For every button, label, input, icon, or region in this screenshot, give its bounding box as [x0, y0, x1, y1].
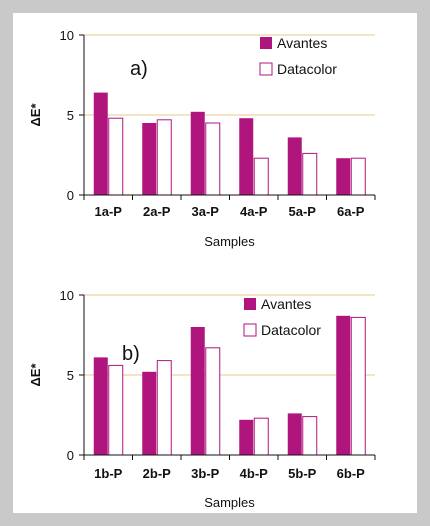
bar-datacolor-4a-P	[253, 157, 269, 196]
bar-datacolor-2a-P	[156, 119, 172, 196]
x-tick-label: 4b-P	[240, 466, 269, 481]
y-tick-label: 5	[67, 108, 74, 123]
bar-avantes-3b-P	[190, 327, 205, 455]
chart-panel-2	[79, 294, 376, 460]
bar-avantes-2a-P	[142, 123, 157, 195]
bar-datacolor-1a-P	[108, 117, 124, 196]
x-tick-label: 3b-P	[191, 466, 220, 481]
bar-avantes-6b-P	[336, 315, 351, 455]
x-axis-title: Samples	[204, 495, 255, 510]
x-tick-label: 2b-P	[143, 466, 172, 481]
y-tick-label: 10	[60, 28, 74, 43]
bar-datacolor-3a-P	[205, 122, 221, 196]
y-axis-title: ΔE*	[28, 363, 43, 387]
legend-swatch-datacolor	[259, 62, 273, 76]
x-tick-label: 1a-P	[95, 204, 123, 219]
bar-datacolor-4b-P	[253, 417, 269, 456]
legend-label-avantes: Avantes	[277, 35, 327, 51]
legend-label-datacolor: Datacolor	[261, 322, 321, 338]
legend-swatch-avantes	[244, 298, 256, 310]
panel-label: b)	[122, 343, 140, 365]
x-axis-title: Samples	[204, 234, 255, 249]
bar-datacolor-6b-P	[350, 316, 366, 456]
bar-datacolor-5a-P	[302, 152, 318, 196]
x-tick-label: 6a-P	[337, 204, 365, 219]
panel-label: a)	[130, 58, 148, 80]
x-tick-label: 4a-P	[240, 204, 268, 219]
y-tick-label: 0	[67, 448, 74, 463]
bar-avantes-5a-P	[287, 137, 302, 195]
x-tick-label: 5a-P	[289, 204, 317, 219]
bar-datacolor-2b-P	[156, 360, 172, 456]
y-tick-label: 10	[60, 288, 74, 303]
bar-avantes-1b-P	[93, 357, 108, 455]
bar-avantes-5b-P	[287, 413, 302, 455]
y-axis-title: ΔE*	[28, 103, 43, 127]
legend-label-avantes: Avantes	[261, 296, 311, 312]
legend-label-datacolor: Datacolor	[277, 61, 337, 77]
legend-swatch-avantes	[260, 37, 272, 49]
bar-avantes-4b-P	[239, 419, 254, 455]
x-tick-label: 5b-P	[288, 466, 317, 481]
x-tick-label: 6b-P	[337, 466, 366, 481]
bar-datacolor-5b-P	[302, 416, 318, 456]
bar-avantes-3a-P	[190, 111, 205, 195]
x-tick-label: 3a-P	[192, 204, 220, 219]
y-tick-label: 0	[67, 188, 74, 203]
bar-avantes-2b-P	[142, 371, 157, 455]
bar-avantes-6a-P	[336, 158, 351, 195]
bar-datacolor-6a-P	[350, 157, 366, 196]
bar-datacolor-1b-P	[108, 364, 124, 456]
x-tick-label: 1b-P	[94, 466, 123, 481]
legend-swatch-datacolor	[243, 323, 257, 337]
bar-avantes-4a-P	[239, 118, 254, 195]
x-tick-label: 2a-P	[143, 204, 171, 219]
bar-avantes-1a-P	[93, 92, 108, 195]
chart-panel-1	[79, 34, 376, 200]
bar-datacolor-3b-P	[205, 347, 221, 456]
y-tick-label: 5	[67, 368, 74, 383]
